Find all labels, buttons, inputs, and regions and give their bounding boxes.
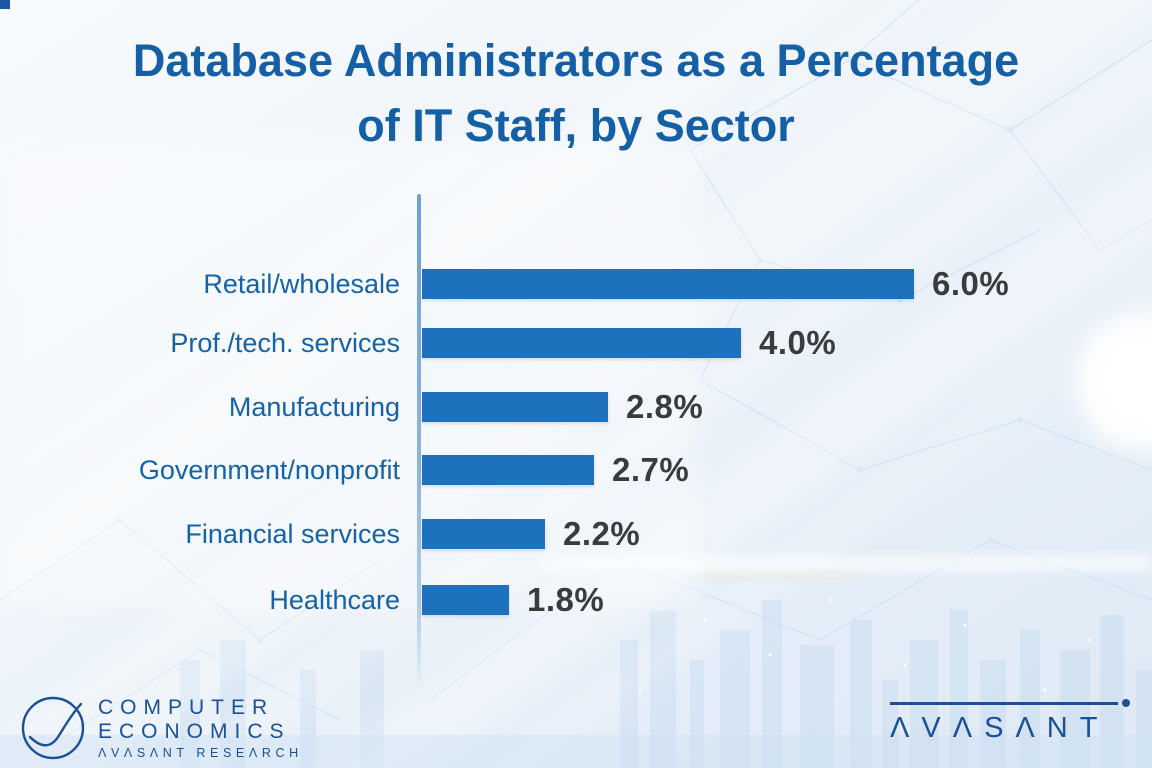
corner-accent [0, 0, 10, 9]
bar [422, 519, 545, 549]
value-label: 4.0% [759, 324, 837, 361]
value-label: 2.8% [626, 388, 704, 425]
avasant-logo-rule [890, 699, 1130, 707]
value-label: 6.0% [932, 265, 1010, 302]
value-label: 2.7% [612, 451, 690, 488]
category-label: Healthcare [269, 584, 400, 615]
category-label: Manufacturing [228, 391, 400, 422]
chart-row: Healthcare 1.8% [0, 581, 1152, 618]
value-label: 2.2% [563, 515, 641, 552]
bar [422, 328, 741, 358]
page-title: Database Administrators as a Percentage o… [0, 28, 1152, 158]
bar [422, 269, 914, 299]
city-light-dots [638, 598, 1092, 692]
value-label: 1.8% [527, 581, 605, 618]
brand-line-computer: COMPUTER [98, 695, 275, 719]
category-label: Prof./tech. services [170, 327, 400, 358]
bar [422, 455, 594, 485]
glow-spot [1075, 312, 1152, 452]
category-label: Retail/wholesale [203, 268, 400, 299]
light-trail [540, 556, 1152, 570]
wave-circle-icon [21, 696, 85, 760]
category-label: Government/nonprofit [138, 454, 400, 485]
bar [422, 392, 608, 422]
avasant-wordmark: ΛVΛSΛNT [890, 711, 1110, 744]
brand-line-economics: ECONOMICS [98, 719, 291, 743]
avasant-logo: ΛVΛSΛNT [890, 699, 1130, 745]
title-line-2: of IT Staff, by Sector [357, 100, 795, 151]
title-line-1: Database Administrators as a Percentage [132, 35, 1020, 86]
computer-economics-wordmark: COMPUTER ECONOMICS ΛVΛSΛNT RESEΛRCH [98, 696, 303, 761]
computer-economics-logo: COMPUTER ECONOMICS ΛVΛSΛNT RESEΛRCH [20, 695, 303, 761]
chart-row: Financial services 2.2% [0, 515, 1152, 552]
brand-line-avasant-research: ΛVΛSΛNT RESEΛRCH [98, 745, 303, 760]
avasant-logo-dot [1122, 699, 1130, 707]
chart-row: Manufacturing 2.8% [0, 388, 1152, 425]
y-axis-line [417, 194, 421, 686]
bar [422, 585, 509, 615]
chart-row: Retail/wholesale 6.0% [0, 265, 1152, 302]
chart-row: Prof./tech. services 4.0% [0, 324, 1152, 361]
category-label: Financial services [185, 518, 400, 549]
chart-row: Government/nonprofit 2.7% [0, 451, 1152, 488]
